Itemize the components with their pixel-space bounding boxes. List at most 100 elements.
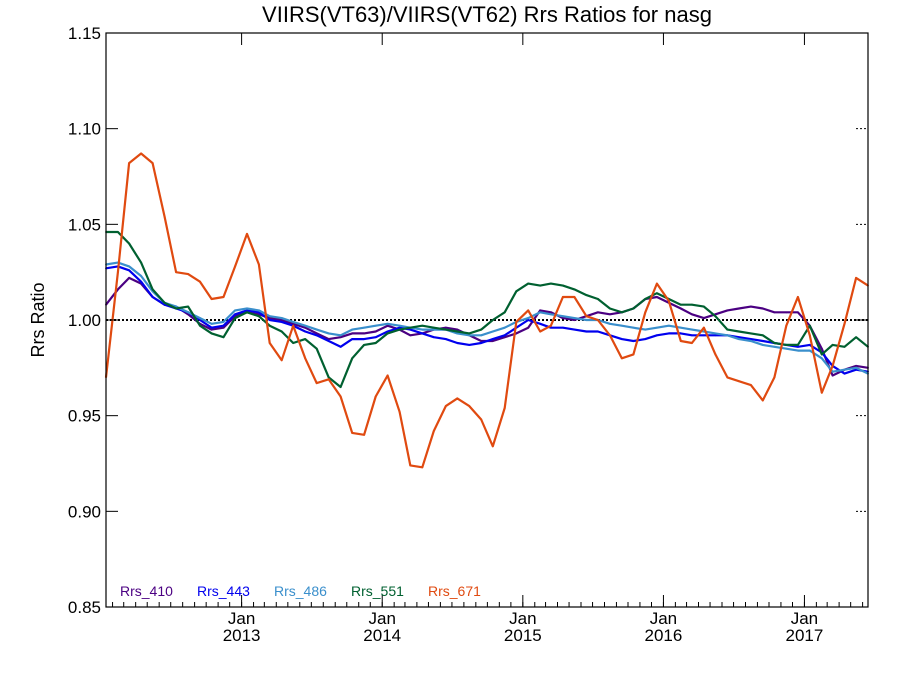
data-point bbox=[246, 307, 248, 310]
data-point bbox=[386, 332, 389, 335]
data-point bbox=[199, 324, 201, 327]
data-point bbox=[527, 326, 530, 329]
x-tick-month-label: Jan bbox=[228, 609, 255, 628]
data-point bbox=[573, 328, 576, 331]
data-point bbox=[339, 395, 342, 398]
data-point bbox=[667, 299, 670, 302]
data-point bbox=[561, 296, 564, 298]
data-point bbox=[761, 343, 764, 346]
data-point bbox=[315, 328, 318, 331]
data-point bbox=[561, 284, 564, 287]
data-point bbox=[855, 336, 857, 339]
data-point bbox=[432, 336, 435, 339]
data-point bbox=[222, 324, 225, 327]
data-point bbox=[339, 334, 342, 337]
data-point bbox=[246, 311, 248, 314]
data-point bbox=[655, 282, 658, 285]
data-point bbox=[292, 324, 295, 327]
data-point bbox=[561, 317, 564, 319]
data-point bbox=[339, 345, 342, 348]
data-point bbox=[421, 332, 424, 335]
data-point bbox=[808, 324, 811, 327]
data-point bbox=[539, 330, 542, 333]
data-point bbox=[117, 271, 119, 274]
data-point bbox=[456, 328, 459, 331]
data-point bbox=[714, 332, 717, 335]
data-point bbox=[491, 340, 494, 342]
data-point bbox=[503, 311, 506, 314]
data-point bbox=[632, 307, 635, 310]
data-point bbox=[163, 301, 166, 304]
data-point bbox=[573, 296, 576, 298]
data-point bbox=[246, 309, 248, 312]
data-point bbox=[702, 317, 705, 319]
data-point bbox=[585, 330, 588, 333]
data-point bbox=[808, 349, 811, 352]
data-point bbox=[679, 303, 682, 306]
data-point bbox=[738, 338, 740, 341]
data-point bbox=[597, 311, 599, 314]
data-point bbox=[128, 265, 131, 268]
data-point bbox=[280, 330, 283, 333]
x-tick-month-label: Jan bbox=[509, 609, 536, 628]
data-point bbox=[480, 334, 483, 337]
data-point bbox=[749, 340, 752, 342]
data-point bbox=[726, 376, 729, 379]
data-point bbox=[561, 326, 564, 329]
data-point bbox=[503, 326, 506, 329]
data-point bbox=[444, 338, 447, 341]
data-point bbox=[304, 357, 307, 360]
legend-entry: Rrs_671 bbox=[428, 583, 481, 599]
data-point bbox=[315, 334, 318, 337]
data-point bbox=[550, 282, 552, 285]
data-point bbox=[808, 334, 811, 337]
data-point bbox=[679, 340, 682, 342]
data-point bbox=[292, 321, 295, 323]
data-point bbox=[327, 332, 330, 335]
data-point bbox=[432, 430, 435, 432]
data-point bbox=[491, 330, 494, 333]
data-point bbox=[691, 303, 693, 306]
data-point bbox=[608, 307, 611, 310]
data-point bbox=[796, 345, 799, 348]
data-point bbox=[550, 324, 552, 327]
data-point bbox=[444, 405, 447, 407]
data-point bbox=[409, 334, 412, 337]
data-point bbox=[503, 407, 506, 409]
data-point bbox=[234, 265, 236, 268]
data-point bbox=[655, 326, 658, 329]
data-point bbox=[140, 261, 142, 264]
data-point bbox=[268, 315, 271, 318]
data-point bbox=[140, 275, 142, 277]
data-point bbox=[480, 328, 483, 331]
data-point bbox=[573, 288, 576, 291]
x-tick-year-label: 2013 bbox=[223, 626, 261, 645]
data-point bbox=[667, 332, 670, 335]
series-line bbox=[105, 261, 869, 375]
data-point bbox=[503, 334, 506, 337]
data-point bbox=[468, 343, 471, 346]
series-layer bbox=[104, 152, 869, 469]
data-point bbox=[679, 326, 682, 329]
data-point bbox=[597, 298, 599, 300]
data-point bbox=[234, 309, 236, 312]
data-point bbox=[691, 342, 693, 344]
data-point bbox=[620, 357, 623, 360]
data-point bbox=[268, 319, 271, 321]
data-point bbox=[632, 326, 635, 329]
data-point bbox=[163, 303, 166, 306]
data-point bbox=[655, 334, 658, 337]
data-point bbox=[151, 162, 154, 165]
data-point bbox=[151, 296, 154, 298]
data-point bbox=[339, 336, 342, 339]
data-point bbox=[363, 433, 366, 436]
data-point bbox=[820, 353, 823, 356]
x-tick-year-label: 2014 bbox=[363, 626, 401, 645]
data-point bbox=[679, 307, 682, 310]
data-point bbox=[714, 315, 717, 318]
data-point bbox=[128, 242, 131, 245]
data-point bbox=[363, 326, 366, 329]
data-point bbox=[480, 418, 483, 421]
data-point bbox=[714, 334, 717, 337]
